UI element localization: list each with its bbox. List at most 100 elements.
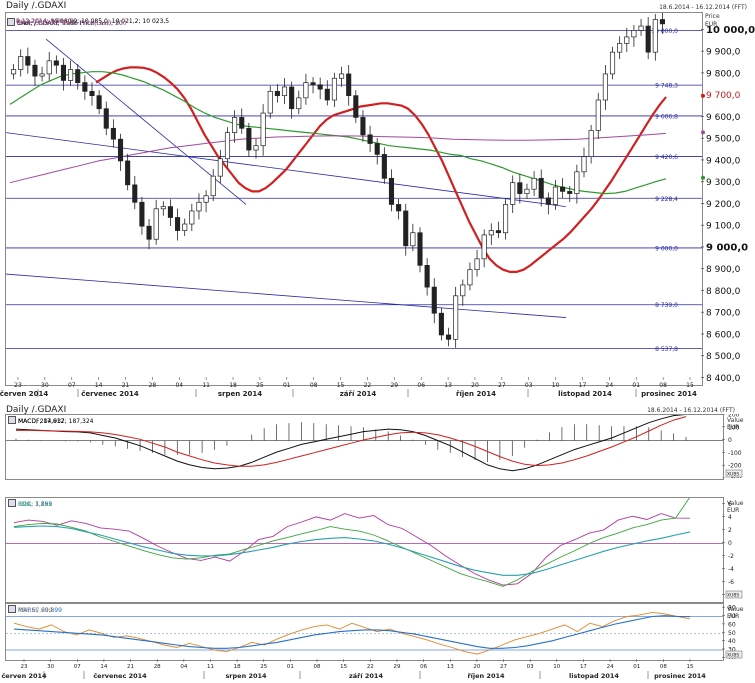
month-label: listopad 2014	[558, 390, 612, 398]
legend-item[interactable]: EMA; 1,789	[8, 499, 52, 509]
legend-value: 8.12.2014; 10 060,9; 10 085,0; 10 021,2;…	[16, 18, 170, 25]
indicator-line	[13, 513, 691, 586]
sma-line-20	[95, 66, 667, 273]
candle	[588, 130, 594, 157]
candle	[510, 182, 516, 205]
x-tick-label: 21	[127, 664, 134, 670]
price-axis-label: 9 000,0	[706, 242, 748, 253]
sma-line-200	[9, 132, 667, 184]
candle	[617, 43, 623, 53]
price-chart-svg[interactable]: 10 000,0 9 748,3 9 606,8 9 420,6 9 228,4 9 00…	[6, 13, 702, 385]
candle	[153, 208, 159, 240]
candle	[417, 232, 423, 266]
x-tick-label: 18	[234, 664, 241, 670]
price-axis[interactable]: Price EUR 10 000,0 9 900,0 9 800,0 9 700,0 9…	[701, 12, 755, 384]
macd-chart-svg[interactable]	[6, 415, 723, 479]
axis-label: 30	[728, 646, 736, 653]
candle	[567, 191, 573, 194]
x-tick-label: 15	[686, 382, 694, 389]
axis-label: 70	[728, 613, 736, 620]
legend-toggle-icon[interactable]	[7, 18, 15, 26]
candle	[560, 186, 566, 192]
month-label: červen 2014	[0, 390, 48, 398]
price-axis-label: 9 600,0	[706, 113, 741, 123]
roc-chart-svg[interactable]	[6, 498, 723, 602]
month-label: srpen 2014	[225, 672, 267, 680]
legend-item[interactable]: MARSI; 69,899	[8, 605, 62, 615]
month-label: červenec 2014	[93, 672, 147, 680]
level-label: 9 000,0	[655, 245, 678, 252]
legend-item[interactable]: MACD; 204,937; 187,324	[8, 416, 93, 426]
last-value-marker	[701, 130, 705, 135]
candle	[139, 201, 145, 227]
scale-tag: XUBS	[727, 653, 739, 659]
x-tick-label: 27	[500, 664, 507, 670]
roc-panel[interactable]	[5, 497, 724, 603]
rsi-unit-label: EUR	[727, 613, 740, 620]
legend-toggle-icon[interactable]	[8, 605, 16, 613]
last-value-marker	[701, 93, 705, 98]
x-tick-label: 03	[525, 382, 533, 389]
candle	[581, 156, 587, 173]
price-axis-label: 9 200,0	[706, 200, 741, 210]
x-tick-label: 10	[552, 382, 560, 389]
candle	[652, 19, 658, 53]
candle	[574, 171, 580, 194]
x-tick-label: 07	[68, 382, 76, 389]
legend-toggle-icon[interactable]	[8, 416, 16, 424]
scale-tag-box	[725, 590, 743, 599]
candle	[424, 265, 430, 288]
indicator-line	[16, 416, 687, 467]
x-tick-label: 08	[310, 382, 318, 389]
x-tick-label: 24	[607, 664, 614, 670]
indicator-line	[15, 415, 685, 472]
candle	[388, 177, 395, 205]
x-tick-label: 29	[390, 382, 398, 389]
x-tick-label: 04	[180, 664, 187, 670]
month-label: prosinec 2014	[641, 390, 697, 398]
candle	[381, 154, 387, 179]
candle	[310, 82, 316, 86]
price-axis-label: 8 400,0	[706, 374, 741, 384]
scale-tag: XUBS	[727, 472, 739, 478]
level-label: 9 748,3	[655, 83, 678, 90]
price-axis-label: 9 700,0	[706, 91, 741, 101]
candle	[488, 230, 494, 236]
legend-value: 8.12.2014; 9 526,7	[16, 18, 74, 25]
x-tick-label: 21	[122, 382, 130, 389]
x-tick-label: 25	[256, 382, 264, 389]
candle	[631, 30, 637, 38]
candle	[517, 182, 523, 194]
level-label: 9 228,4	[655, 196, 678, 203]
month-label: říjen 2014	[456, 390, 496, 398]
x-tick-label: 27	[498, 382, 506, 389]
candle	[175, 217, 181, 231]
x-tick-label: 30	[47, 664, 54, 670]
x-tick-label: 17	[579, 382, 587, 389]
x-tick-label: 06	[420, 664, 427, 670]
candle	[60, 64, 67, 81]
axis-label: 100	[728, 424, 740, 431]
price-axis-label: 8 800,0	[706, 287, 741, 297]
rsi-panel[interactable]	[5, 603, 724, 661]
x-tick-label: 13	[444, 382, 452, 389]
candle	[645, 25, 651, 53]
x-tick-label: 23	[14, 382, 22, 389]
trendline	[45, 38, 247, 205]
x-tick-label: 14	[95, 382, 103, 389]
candle	[495, 230, 501, 234]
candle	[346, 73, 352, 97]
price-panel[interactable]: 10 000,0 9 748,3 9 606,8 9 420,6 9 228,4 9 00…	[5, 12, 703, 386]
x-tick-label: 03	[527, 664, 534, 670]
legend-toggle-icon[interactable]	[8, 499, 16, 507]
level-label: 8 537,8	[655, 346, 678, 353]
rsi-chart-svg[interactable]	[6, 604, 723, 660]
macd-panel[interactable]	[5, 414, 724, 480]
candle	[203, 195, 209, 203]
candle	[232, 117, 238, 133]
main-chart-date-range: 18.6.2014 - 16.12.2014 (FFT)	[659, 4, 747, 11]
x-tick-label: 23	[21, 664, 28, 670]
legend-item[interactable]: SMA; /.GDAXI; Trade Price(Last); 200	[7, 18, 127, 28]
